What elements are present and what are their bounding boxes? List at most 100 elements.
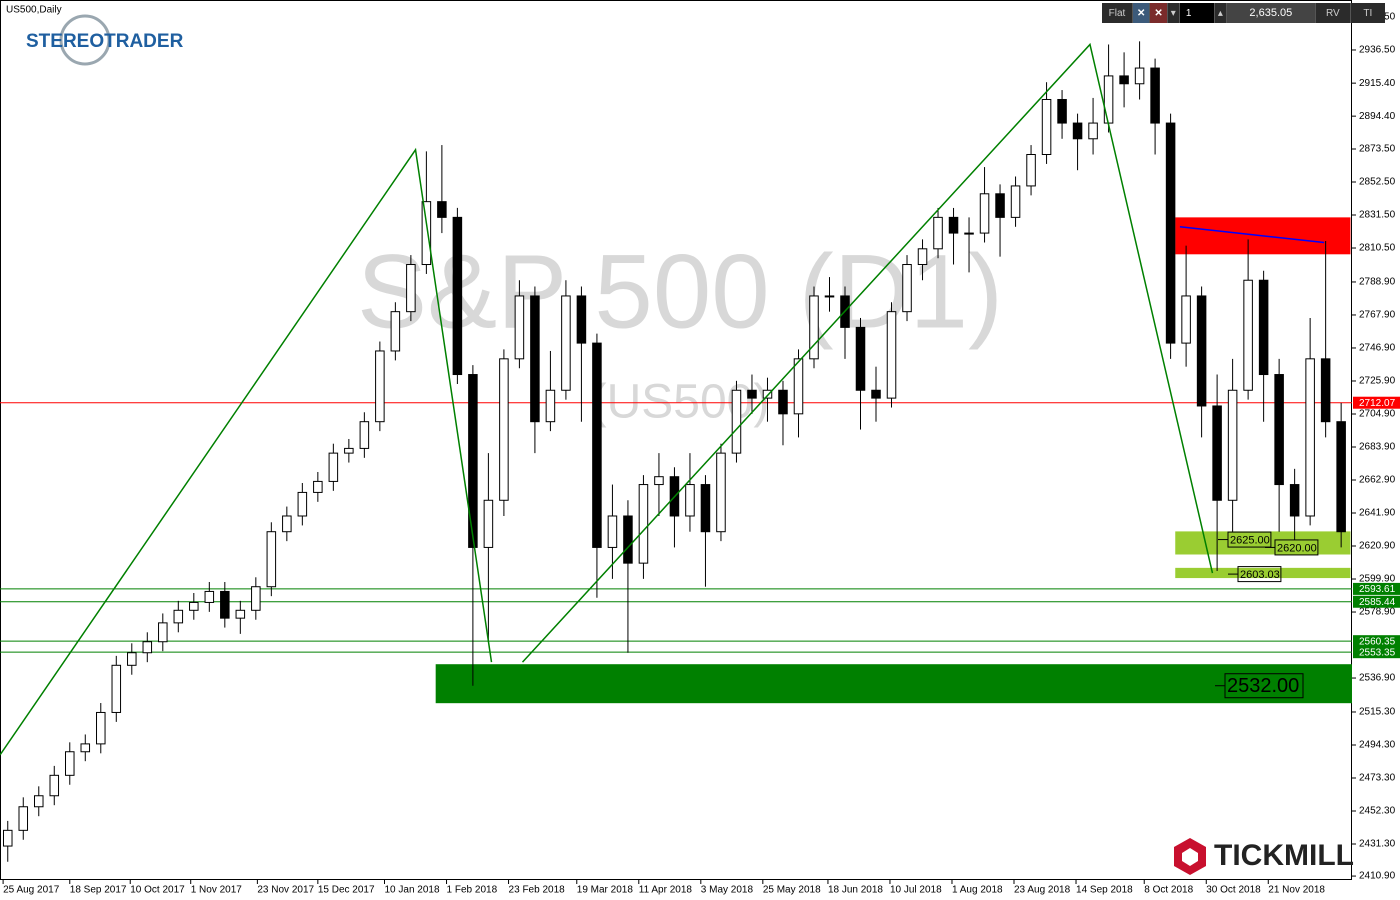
x-tick-label: 30 Oct 2018 xyxy=(1206,885,1261,896)
candle-body xyxy=(1243,279,1253,391)
candle-body xyxy=(359,421,370,449)
candle-body xyxy=(623,515,633,564)
candle-body xyxy=(452,216,463,376)
candle-body xyxy=(1041,98,1052,155)
price-label-box xyxy=(1237,566,1282,583)
y-tick-label: 2894.40 xyxy=(1359,111,1396,122)
cancel-button[interactable]: ✕ xyxy=(1150,3,1168,23)
candle-body xyxy=(220,590,230,619)
y-tick-label: 2620.90 xyxy=(1359,541,1396,552)
price-tag-label: 2560.35 xyxy=(1359,636,1396,647)
candle-body xyxy=(1057,98,1067,124)
candle-body xyxy=(1026,153,1036,187)
close-button[interactable]: ✕ xyxy=(1133,3,1151,23)
candle-body xyxy=(1227,389,1238,501)
y-tick-label: 2662.90 xyxy=(1359,475,1396,486)
candle-body xyxy=(406,264,416,313)
y-tick-label: 2936.50 xyxy=(1359,45,1396,56)
y-tick-label: 2473.30 xyxy=(1359,773,1396,784)
x-tick-label: 10 Oct 2017 xyxy=(130,885,185,896)
candle-body xyxy=(778,389,788,415)
logo-text: STEREOTRADER xyxy=(26,31,184,52)
price-label-box xyxy=(1227,531,1272,548)
candle-body xyxy=(297,491,308,517)
candle-body xyxy=(1134,67,1145,85)
y-tick-label: 2515.30 xyxy=(1359,707,1396,718)
watermark-sub: (US500) xyxy=(591,376,770,429)
candle-body xyxy=(421,201,432,266)
stepper[interactable]: ▴ xyxy=(1215,3,1227,23)
dropdown[interactable]: ▾ xyxy=(1168,3,1180,23)
candle-body xyxy=(762,389,773,399)
candle-body xyxy=(1305,358,1315,517)
x-tick-label: 23 Aug 2018 xyxy=(1014,885,1071,896)
candle-body xyxy=(328,452,339,482)
candle-body xyxy=(127,652,137,666)
candle-body xyxy=(499,358,509,501)
y-tick-label: 2873.50 xyxy=(1359,144,1396,155)
candle-body xyxy=(576,295,587,344)
price-tag xyxy=(1353,635,1400,648)
y-tick-label: 2788.90 xyxy=(1359,277,1396,288)
price-label: 2620.00 xyxy=(1277,542,1317,554)
candle-body xyxy=(1072,122,1083,140)
y-tick-label: 2831.50 xyxy=(1359,210,1396,221)
candle-body xyxy=(654,476,664,486)
candle-body xyxy=(468,374,478,548)
candle-body xyxy=(313,480,323,493)
mode-button[interactable]: Flat xyxy=(1102,3,1133,23)
plot-frame xyxy=(0,0,1352,880)
candle-body xyxy=(1088,122,1098,140)
x-tick-label: 11 Apr 2018 xyxy=(639,885,693,896)
candle-body xyxy=(266,531,277,588)
candle-body xyxy=(173,609,184,624)
price-tag-label: 2712.07 xyxy=(1359,398,1396,409)
x-tick-label: 1 Aug 2018 xyxy=(952,885,1003,896)
price-label-box xyxy=(1274,539,1319,556)
candle-body xyxy=(1150,67,1160,124)
ti-button[interactable]: TI xyxy=(1363,7,1373,19)
rv-button[interactable]: RV xyxy=(1316,3,1351,23)
candle-body xyxy=(855,326,866,391)
candle-body xyxy=(1274,374,1284,486)
x-tick-label: 1 Feb 2018 xyxy=(447,885,498,896)
trendline xyxy=(0,147,493,756)
candle-body xyxy=(824,295,835,298)
candle-body xyxy=(530,295,540,423)
candle-body xyxy=(142,641,153,654)
candle-body xyxy=(437,201,447,218)
candle-body xyxy=(1336,421,1346,533)
candle-body xyxy=(235,609,246,619)
candle-body xyxy=(514,295,525,360)
candle-body xyxy=(995,193,1005,218)
y-tick-label: 2578.90 xyxy=(1359,607,1396,618)
candle-body xyxy=(747,389,757,399)
candle-body xyxy=(561,295,571,391)
candle-body xyxy=(1181,295,1191,344)
candle-body xyxy=(1119,75,1129,85)
price-tag xyxy=(1353,595,1400,608)
lot-input[interactable]: 1 xyxy=(1179,3,1215,23)
candle-body xyxy=(917,248,928,266)
y-tick-label: 2725.90 xyxy=(1359,376,1396,387)
y-tick-label: 2410.90 xyxy=(1359,871,1396,882)
candle-body xyxy=(18,806,29,831)
candle-body xyxy=(948,216,959,234)
y-tick-label: 2852.50 xyxy=(1359,177,1396,188)
candle-body xyxy=(33,795,44,808)
logo-text: TICKMILL xyxy=(1214,839,1354,872)
candle-body xyxy=(483,499,494,548)
candle-body xyxy=(390,311,401,352)
price-tag xyxy=(1353,646,1400,659)
price-label: 2603.03 xyxy=(1240,569,1280,581)
candle-body xyxy=(716,452,726,533)
tickmill-logo: TICKMILL xyxy=(1168,828,1354,879)
candle-body xyxy=(189,601,199,611)
price-label: 2625.00 xyxy=(1230,534,1270,546)
x-tick-label: 18 Jun 2018 xyxy=(828,885,883,896)
candle-body xyxy=(111,664,122,713)
y-tick-label: 2704.90 xyxy=(1359,409,1396,420)
y-tick-label: 2494.30 xyxy=(1359,740,1396,751)
zone xyxy=(1175,531,1351,555)
